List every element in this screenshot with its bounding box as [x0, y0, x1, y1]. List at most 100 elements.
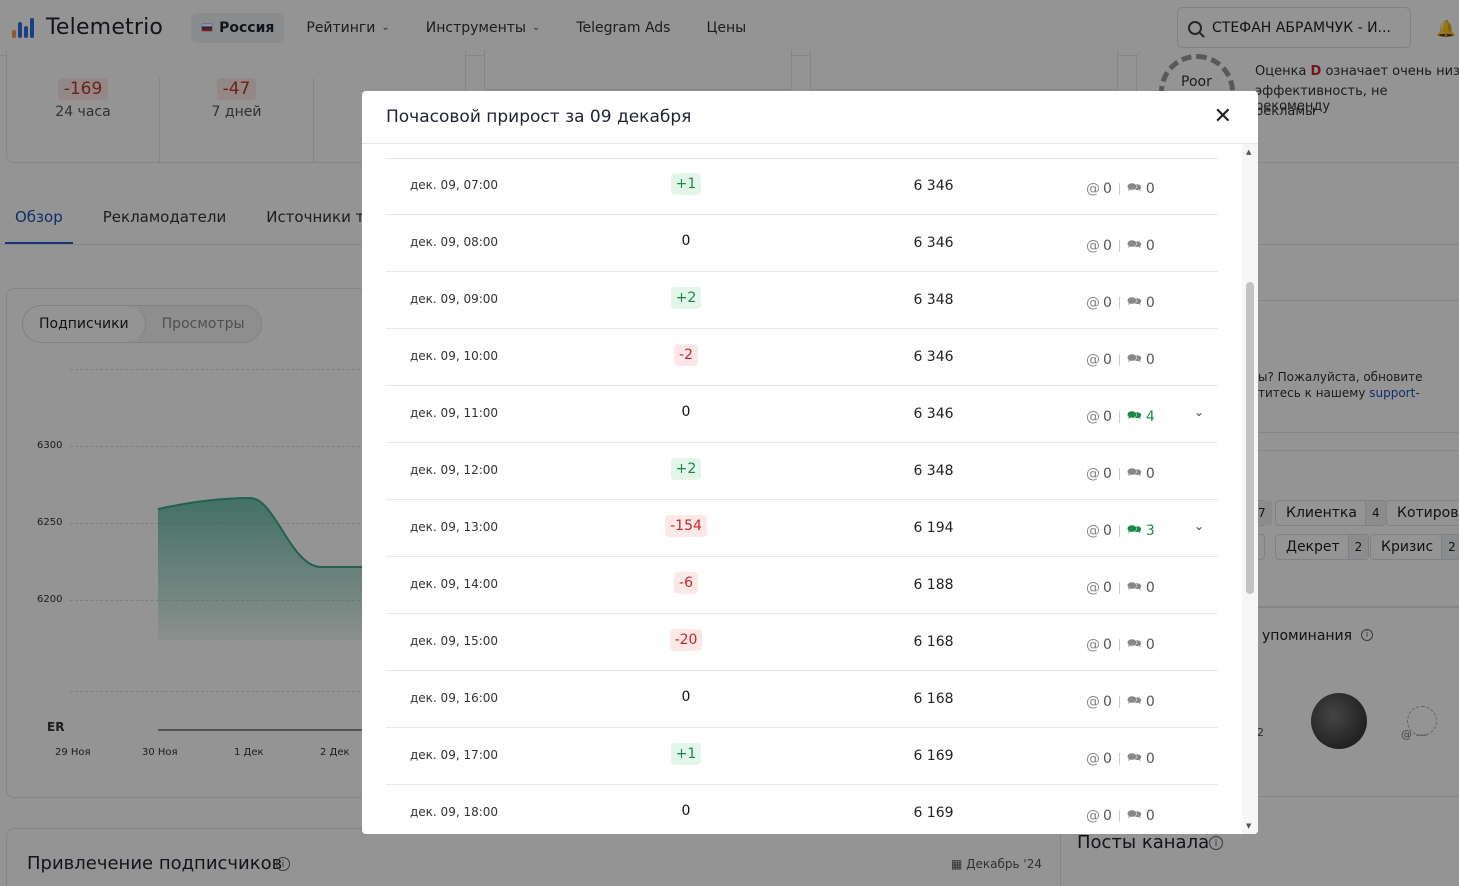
- chart-xtick: 30 Ноя: [142, 747, 178, 758]
- stats-card-3: [810, 50, 1118, 90]
- tab-overview[interactable]: Обзор: [5, 195, 73, 245]
- modal-scrollbar[interactable]: ▲ ▼: [1242, 144, 1258, 834]
- divider: [1118, 182, 1120, 195]
- repost-icon: 🗪: [1126, 750, 1142, 764]
- reposts-count: 0: [1145, 180, 1155, 197]
- avatar-count: 2: [1257, 726, 1264, 739]
- row-mentions: @0 🗪 0: [1086, 805, 1155, 826]
- table-row[interactable]: дек. 09, 11:00 0 6 346 @0 🗪 4 ⌄: [386, 386, 1218, 443]
- reposts-count: 0: [1145, 465, 1155, 482]
- row-delta: -154: [586, 515, 786, 537]
- nav-telegram-ads[interactable]: Telegram Ads: [576, 20, 670, 36]
- tab-advertisers[interactable]: Рекламодатели: [102, 208, 227, 226]
- chart-ytick: 6200: [37, 594, 63, 605]
- reposts-count: 4: [1145, 408, 1155, 425]
- row-mentions: @0 🗪 4: [1086, 406, 1155, 427]
- search-input[interactable]: СТЕФАН АБРАМЧУК - И...: [1177, 7, 1411, 48]
- tag-chip-crisis[interactable]: Кризис 2: [1370, 534, 1459, 560]
- chevron-down-icon[interactable]: ⌄: [1193, 405, 1204, 419]
- nav-ratings[interactable]: Рейтинги ⌄: [306, 20, 389, 36]
- attract-title: Привлечение подписчиков: [27, 853, 283, 874]
- at-icon: @: [1086, 750, 1100, 767]
- rating-text-line2: эффективность, не рекоменду: [1255, 84, 1388, 114]
- reposts-count: 0: [1145, 693, 1155, 710]
- delta-badge: +2: [670, 287, 702, 309]
- stat-7d: -47 7 дней: [159, 78, 313, 163]
- table-row: дек. 09, 12:00 +2 6 348 @0 🗪 0: [386, 443, 1218, 500]
- at-icon: @: [1086, 807, 1100, 824]
- mentions-title: упоминания: [1262, 628, 1353, 644]
- row-total: 6 346: [913, 235, 954, 251]
- chart-gridline: [70, 369, 370, 370]
- toggle-subscribers[interactable]: Подписчики: [23, 306, 146, 342]
- mentions-count: 0: [1103, 294, 1112, 311]
- row-delta: 0: [586, 800, 786, 822]
- mentions-count: 0: [1103, 750, 1112, 767]
- close-icon[interactable]: ✕: [1213, 104, 1232, 129]
- toggle-views[interactable]: Просмотры: [161, 316, 245, 332]
- chevron-down-icon[interactable]: ⌄: [1193, 519, 1204, 533]
- nav-tools[interactable]: Инструменты ⌄: [426, 20, 541, 36]
- channel-avatar[interactable]: [1311, 693, 1367, 749]
- row-total: 6 168: [913, 691, 954, 707]
- logo[interactable]: Telemetrio: [10, 15, 163, 41]
- table-row: дек. 09, 10:00 -2 6 346 @0 🗪 0: [386, 329, 1218, 386]
- scrollbar-thumb[interactable]: [1246, 282, 1254, 594]
- row-time: дек. 09, 17:00: [410, 748, 499, 762]
- info-icon[interactable]: i: [1361, 629, 1373, 641]
- mentions-count: 0: [1103, 636, 1112, 653]
- chart-ytick: 6250: [37, 517, 63, 528]
- delta-badge: 0: [681, 404, 691, 420]
- divider: [1118, 581, 1120, 594]
- rating-text-line1: Оценка D означает очень низ: [1255, 64, 1459, 79]
- chart-metric-toggle: Подписчики Просмотры: [22, 305, 262, 343]
- at-icon: @: [1086, 351, 1100, 368]
- row-time: дек. 09, 15:00: [410, 634, 499, 648]
- info-icon[interactable]: i: [276, 857, 290, 871]
- table-row: дек. 09, 08:00 0 6 346 @0 🗪 0: [386, 215, 1218, 272]
- repost-icon: 🗪: [1126, 522, 1142, 536]
- row-time: дек. 09, 14:00: [410, 577, 499, 591]
- reposts-count: 0: [1145, 237, 1155, 254]
- tag-chip-decree[interactable]: Декрет 2: [1275, 534, 1370, 560]
- hourly-growth-table: дек. 09, 07:00 +1 6 346 @0 🗪 0 дек. 09, 08:00 0…: [386, 158, 1218, 834]
- row-time: дек. 09, 08:00: [410, 235, 499, 249]
- repost-icon: 🗪: [1126, 351, 1142, 365]
- scroll-down-icon[interactable]: ▼: [1246, 822, 1252, 830]
- row-time: дек. 09, 13:00: [410, 520, 499, 534]
- search-icon: [1188, 20, 1202, 35]
- row-time: дек. 09, 09:00: [410, 292, 499, 306]
- attract-date[interactable]: ▦ Декабрь '24: [951, 857, 1042, 871]
- support-link[interactable]: support-: [1369, 386, 1420, 400]
- chart-xtick: 2 Дек: [320, 747, 350, 758]
- divider: [1118, 638, 1120, 651]
- row-delta: 0: [586, 686, 786, 708]
- er-label: ER: [47, 720, 65, 734]
- info-icon[interactable]: i: [1209, 836, 1223, 850]
- table-row: дек. 09, 14:00 -6 6 188 @0 🗪 0: [386, 557, 1218, 614]
- tag-chip-quotes[interactable]: Котировк: [1386, 500, 1459, 526]
- reposts-count: 0: [1145, 636, 1155, 653]
- repost-icon: 🗪: [1126, 408, 1142, 422]
- table-row[interactable]: дек. 09, 13:00 -154 6 194 @0 🗪 3 ⌄: [386, 500, 1218, 557]
- divider: [1118, 410, 1120, 423]
- country-label: Россия: [219, 19, 275, 36]
- country-selector[interactable]: Россия: [191, 12, 285, 43]
- nav-prices[interactable]: Цены: [706, 20, 746, 36]
- row-time: дек. 09, 07:00: [410, 178, 499, 192]
- help-text-line2: титесь к нашему support-: [1258, 386, 1420, 400]
- search-value: СТЕФАН АБРАМЧУК - И...: [1212, 19, 1391, 36]
- row-time: дек. 09, 11:00: [410, 406, 499, 420]
- divider: [1118, 695, 1120, 708]
- row-time: дек. 09, 18:00: [410, 805, 499, 819]
- hourly-growth-modal: Почасовой прирост за 09 декабря ✕ дек. 0…: [362, 91, 1258, 834]
- nav-prices-label: Цены: [706, 19, 747, 36]
- delta-badge: +1: [670, 173, 702, 195]
- table-row: дек. 09, 07:00 +1 6 346 @0 🗪 0: [386, 158, 1218, 215]
- row-total: 6 188: [913, 577, 954, 593]
- scroll-up-icon[interactable]: ▲: [1246, 148, 1252, 156]
- top-navbar: Telemetrio Россия Рейтинги ⌄ Инструменты…: [0, 0, 1459, 56]
- tag-chip-client[interactable]: Клиентка 4: [1275, 500, 1387, 526]
- repost-icon: 🗪: [1126, 237, 1142, 251]
- bell-icon[interactable]: 🔔: [1436, 19, 1456, 38]
